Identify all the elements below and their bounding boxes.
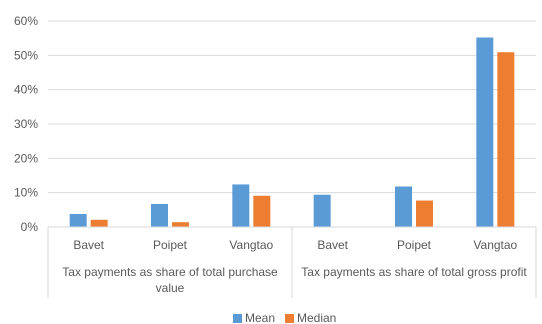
- bar-median-poipet: [416, 200, 433, 227]
- category-label: Poipet: [153, 238, 188, 252]
- y-tick-label: 40%: [14, 83, 38, 97]
- group-label: value: [156, 281, 185, 295]
- legend-label-mean: Mean: [245, 311, 275, 324]
- category-label: Vangtao: [473, 238, 517, 252]
- bar-mean-bavet: [69, 213, 87, 227]
- legend-swatch-median: [285, 314, 294, 323]
- y-tick-label: 30%: [14, 117, 38, 131]
- y-tick-label: 20%: [14, 151, 38, 165]
- y-tick-label: 0%: [21, 220, 39, 234]
- legend-swatch-mean: [233, 314, 242, 323]
- bar-mean-poipet: [151, 203, 168, 227]
- legend: Mean Median: [233, 311, 336, 324]
- bar-median-vangtao: [253, 195, 271, 227]
- x-axis: Bavet Poipet Vangtao Bavet Poipet Vangtao Tax …: [47, 226, 537, 298]
- bar-median-vangtao: [497, 52, 515, 227]
- category-label: Bavet: [73, 238, 104, 252]
- group-label: Tax payments as share of total purchase: [62, 265, 278, 279]
- bar-mean-bavet: [313, 194, 331, 227]
- bar-mean-poipet: [395, 186, 412, 227]
- gridlines: [48, 20, 536, 194]
- legend-label-median: Median: [297, 311, 336, 324]
- category-label: Vangtao: [229, 238, 273, 252]
- y-tick-label: 50%: [14, 48, 38, 62]
- y-tick-label: 10%: [14, 186, 38, 200]
- bar-median-bavet: [90, 219, 108, 227]
- y-tick-label: 60%: [14, 14, 38, 28]
- category-label: Bavet: [317, 238, 348, 252]
- group-label: Tax payments as share of total gross pro…: [301, 265, 527, 279]
- category-label: Poipet: [397, 238, 432, 252]
- bars: [69, 37, 515, 228]
- bar-median-poipet: [172, 222, 189, 227]
- y-axis-ticks: 0% 10% 20% 30% 40% 50% 60%: [14, 14, 38, 234]
- bar-mean-vangtao: [232, 184, 250, 227]
- bar-mean-vangtao: [476, 37, 494, 228]
